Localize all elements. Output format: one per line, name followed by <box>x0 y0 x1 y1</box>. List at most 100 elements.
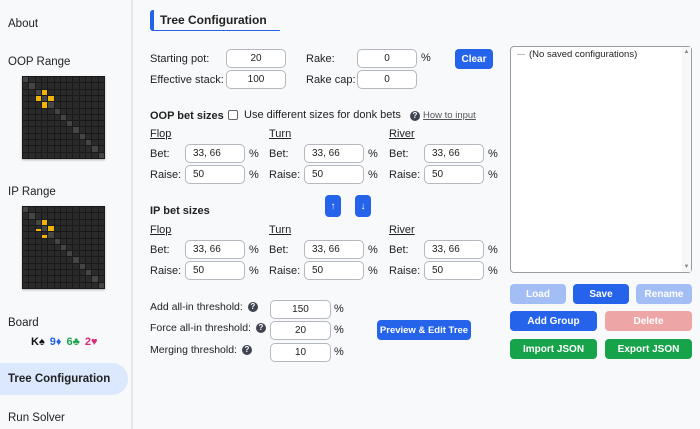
range-cell[interactable] <box>48 232 54 238</box>
range-cell[interactable] <box>54 232 60 238</box>
range-cell[interactable] <box>73 95 79 102</box>
force-allin-input[interactable] <box>270 321 331 340</box>
range-cell[interactable] <box>67 102 73 108</box>
range-cell[interactable] <box>86 89 92 95</box>
range-cell[interactable] <box>67 121 73 127</box>
range-cell[interactable] <box>48 95 54 102</box>
range-cell[interactable] <box>29 244 35 251</box>
range-cell[interactable] <box>41 244 48 251</box>
import-json-button[interactable]: Import JSON <box>510 339 597 359</box>
range-cell[interactable] <box>98 207 104 213</box>
range-cell[interactable] <box>73 146 79 152</box>
range-cell[interactable] <box>98 114 104 121</box>
range-cell[interactable] <box>98 121 104 127</box>
range-cell[interactable] <box>29 77 35 83</box>
range-cell[interactable] <box>35 127 41 133</box>
range-cell[interactable] <box>98 146 104 152</box>
range-cell[interactable] <box>73 207 79 213</box>
range-cell[interactable] <box>86 152 92 158</box>
range-cell[interactable] <box>60 133 67 140</box>
range-cell[interactable] <box>79 207 86 213</box>
range-cell[interactable] <box>35 77 41 83</box>
range-cell[interactable] <box>29 251 35 257</box>
range-cell[interactable] <box>92 225 98 232</box>
range-cell[interactable] <box>54 207 60 213</box>
oop-river-bet-input[interactable]: 33, 66 <box>424 144 484 163</box>
range-cell[interactable] <box>92 102 98 108</box>
sidebar-item-tree-configuration[interactable]: Tree Configuration <box>0 363 128 395</box>
range-cell[interactable] <box>48 140 54 146</box>
range-cell[interactable] <box>23 108 29 114</box>
range-cell[interactable] <box>35 213 41 219</box>
range-cell[interactable] <box>35 257 41 263</box>
range-cell[interactable] <box>29 270 35 276</box>
range-cell[interactable] <box>92 83 98 89</box>
range-cell[interactable] <box>48 77 54 83</box>
range-cell[interactable] <box>48 146 54 152</box>
range-cell[interactable] <box>41 140 48 146</box>
ip-river-raise-input[interactable]: 50 <box>424 261 484 280</box>
oop-river-raise-input[interactable]: 50 <box>424 165 484 184</box>
range-cell[interactable] <box>79 77 86 83</box>
range-cell[interactable] <box>23 95 29 102</box>
range-cell[interactable] <box>79 213 86 219</box>
range-cell[interactable] <box>35 207 41 213</box>
range-cell[interactable] <box>54 238 60 244</box>
range-cell[interactable] <box>41 270 48 276</box>
range-cell[interactable] <box>60 232 67 238</box>
range-cell[interactable] <box>92 207 98 213</box>
range-cell[interactable] <box>60 146 67 152</box>
range-cell[interactable] <box>60 282 67 288</box>
range-cell[interactable] <box>29 114 35 121</box>
range-cell[interactable] <box>35 225 42 232</box>
sidebar-item-oop-range[interactable]: OOP Range <box>8 56 71 68</box>
range-cell[interactable] <box>48 238 54 244</box>
range-cell[interactable] <box>86 140 92 146</box>
range-cell[interactable] <box>35 219 41 225</box>
range-cell[interactable] <box>67 108 73 114</box>
range-cell[interactable] <box>41 133 48 140</box>
range-cell[interactable] <box>98 219 104 225</box>
range-cell[interactable] <box>29 95 35 102</box>
range-cell[interactable] <box>67 263 73 270</box>
oop-turn-bet-input[interactable]: 33, 66 <box>304 144 364 163</box>
range-cell[interactable] <box>29 108 35 114</box>
ip-river-bet-input[interactable]: 33, 66 <box>424 240 484 259</box>
range-cell[interactable] <box>86 244 92 251</box>
range-cell[interactable] <box>73 108 79 114</box>
sidebar-item-board[interactable]: Board <box>8 317 39 329</box>
range-cell[interactable] <box>60 108 67 114</box>
range-cell[interactable] <box>92 133 98 140</box>
range-cell[interactable] <box>48 102 54 108</box>
range-cell[interactable] <box>73 213 79 219</box>
range-cell[interactable] <box>86 102 92 108</box>
range-cell[interactable] <box>29 282 35 288</box>
range-cell[interactable] <box>92 213 98 219</box>
range-cell[interactable] <box>23 83 29 89</box>
range-cell[interactable] <box>86 114 92 121</box>
range-cell[interactable] <box>92 146 98 152</box>
range-cell[interactable] <box>35 146 41 152</box>
range-cell[interactable] <box>23 102 29 108</box>
range-cell[interactable] <box>54 95 60 102</box>
range-cell[interactable] <box>48 244 54 251</box>
range-cell[interactable] <box>29 152 35 158</box>
range-cell[interactable] <box>73 238 79 244</box>
range-cell[interactable] <box>48 207 54 213</box>
range-cell[interactable] <box>92 232 98 238</box>
range-cell[interactable] <box>41 77 48 83</box>
range-cell[interactable] <box>35 282 41 288</box>
range-cell[interactable] <box>60 102 67 108</box>
range-cell[interactable] <box>98 257 104 263</box>
range-cell[interactable] <box>54 263 60 270</box>
range-cell[interactable] <box>86 83 92 89</box>
range-cell[interactable] <box>67 270 73 276</box>
range-cell[interactable] <box>41 83 48 89</box>
range-cell[interactable] <box>86 77 92 83</box>
range-cell[interactable] <box>98 238 104 244</box>
range-cell[interactable] <box>67 207 73 213</box>
range-cell[interactable] <box>73 219 79 225</box>
range-cell[interactable] <box>98 270 104 276</box>
range-cell[interactable] <box>54 114 60 121</box>
range-cell[interactable] <box>79 282 86 288</box>
